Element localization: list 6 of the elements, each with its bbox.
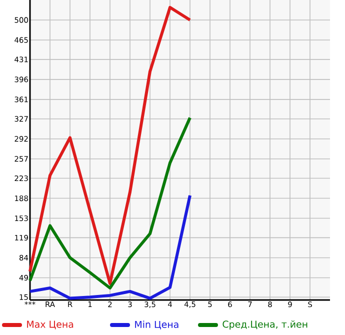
line-series bbox=[28, 6, 192, 285]
legend-label: Сред.Цена, т.йен bbox=[222, 320, 308, 330]
line-series bbox=[28, 194, 192, 300]
legend-label: Max Цена bbox=[27, 320, 74, 330]
line-series bbox=[28, 116, 192, 290]
legend-label: Min Цена bbox=[135, 320, 178, 330]
